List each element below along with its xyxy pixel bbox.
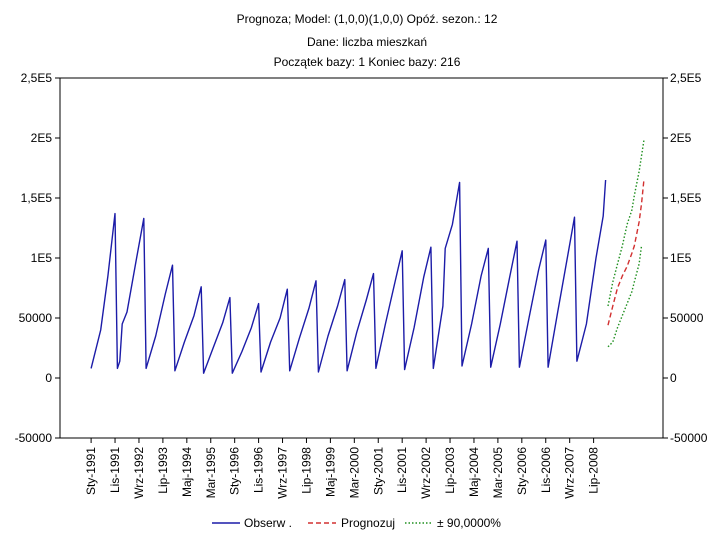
x-tick-label: Lip-1998 xyxy=(299,447,313,494)
y-tick-label-left: 2,5E5 xyxy=(21,71,53,85)
x-tick-label: Maj-2004 xyxy=(467,447,481,497)
y-tick-label-left: 1,5E5 xyxy=(21,191,53,205)
y-tick-label-right: 1E5 xyxy=(670,251,692,265)
x-tick-label: Wrz-1992 xyxy=(132,447,146,499)
y-tick-label-left: 50000 xyxy=(19,311,53,325)
x-tick-label: Sty-2001 xyxy=(371,447,385,495)
chart-titles: Prognoza; Model: (1,0,0)(1,0,0) Opóź. se… xyxy=(237,12,498,69)
y-tick-label-left: 1E5 xyxy=(31,251,53,265)
chart-title-model: Prognoza; Model: (1,0,0)(1,0,0) Opóź. se… xyxy=(237,12,498,26)
y-tick-label-left: -50000 xyxy=(15,431,53,445)
y-tick-label-right: 1,5E5 xyxy=(670,191,702,205)
y-tick-label-right: 2E5 xyxy=(670,131,692,145)
y-tick-label-right: -50000 xyxy=(670,431,708,445)
x-tick-label: Sty-2006 xyxy=(515,447,529,495)
plot-area-frame xyxy=(59,77,664,439)
legend-label-observed: Obserw . xyxy=(244,516,292,530)
legend-label-forecast: Prognozuj xyxy=(341,516,395,530)
x-tick-label: Lip-2003 xyxy=(443,447,457,494)
x-axis: Sty-1991 Lis-1991 Wrz-1992 Lip-1993 Maj-1994… xyxy=(84,438,601,499)
y-axis-left: 2,5E5 2E5 1,5E5 1E5 50000 0 -50000 xyxy=(15,71,60,445)
x-tick-label: Lis-2001 xyxy=(395,447,409,493)
series-layer xyxy=(90,140,645,374)
x-tick-label: Mar-1995 xyxy=(204,447,218,499)
x-tick-label: Lip-2008 xyxy=(587,447,601,494)
x-tick-label: Lis-1996 xyxy=(252,447,266,493)
x-tick-label: Wrz-1997 xyxy=(276,447,290,499)
y-tick-label-right: 50000 xyxy=(670,311,704,325)
y-tick-label-right: 2,5E5 xyxy=(670,71,702,85)
series-line-1 xyxy=(607,179,645,326)
x-tick-label: Lis-2006 xyxy=(539,447,553,493)
x-tick-label: Lip-1993 xyxy=(156,447,170,494)
x-tick-label: Mar-2000 xyxy=(347,447,361,499)
y-axis-right: 2,5E5 2E5 1,5E5 1E5 50000 0 -50000 xyxy=(663,71,708,445)
x-tick-label: Sty-1996 xyxy=(228,447,242,495)
x-tick-label: Maj-1999 xyxy=(323,447,337,497)
x-tick-label: Sty-1991 xyxy=(84,447,98,495)
y-tick-label-left: 2E5 xyxy=(31,131,53,145)
legend: Obserw . Prognozuj ± 90,0000% xyxy=(212,516,501,530)
x-tick-label: Mar-2005 xyxy=(491,447,505,499)
y-tick-label-right: 0 xyxy=(670,371,677,385)
x-tick-label: Wrz-2007 xyxy=(563,447,577,499)
legend-label-interval: ± 90,0000% xyxy=(437,516,501,530)
interval-upper-line xyxy=(607,140,645,307)
y-tick-label-left: 0 xyxy=(45,371,52,385)
chart-title-base: Początek bazy: 1 Koniec bazy: 216 xyxy=(274,55,461,69)
x-tick-label: Maj-1994 xyxy=(180,447,194,497)
interval-lower-line xyxy=(607,245,643,348)
chart-title-data: Dane: liczba mieszkań xyxy=(307,35,427,49)
x-tick-label: Lis-1991 xyxy=(108,447,122,493)
x-tick-label: Wrz-2002 xyxy=(419,447,433,499)
series-line-0 xyxy=(90,179,607,374)
